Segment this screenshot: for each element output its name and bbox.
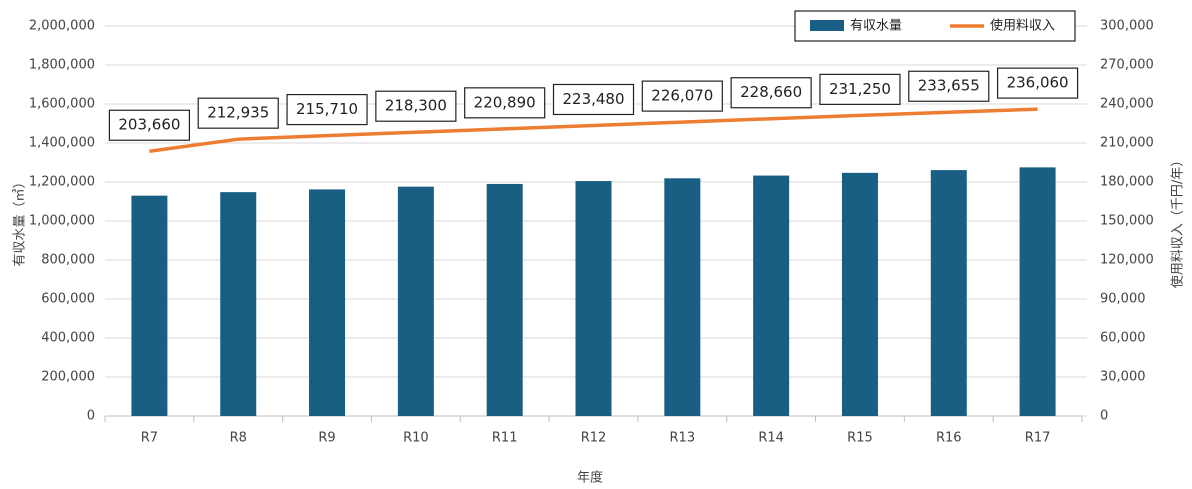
x-tick-label: R11 <box>492 431 518 446</box>
x-tick-label: R14 <box>758 431 784 446</box>
data-label-box <box>464 87 546 119</box>
y-tick-label: 1,800,000 <box>29 58 95 73</box>
y2-tick-label: 0 <box>1100 409 1108 424</box>
y-tick-label: 200,000 <box>41 370 95 385</box>
y-tick-label: 1,200,000 <box>29 175 95 190</box>
x-tick-label: R12 <box>581 431 607 446</box>
data-label-box <box>819 73 901 105</box>
data-label-box <box>552 83 635 116</box>
data-label-box <box>108 109 191 141</box>
data-label-box <box>730 77 812 109</box>
data-label: 203,660 <box>118 116 180 134</box>
data-label: 236,060 <box>1007 74 1069 92</box>
legend-label: 使用料収入 <box>990 18 1055 34</box>
y2-tick-label: 90,000 <box>1100 292 1146 307</box>
y2-tick-label: 150,000 <box>1100 214 1154 229</box>
data-label: 233,655 <box>918 77 980 95</box>
bar <box>131 195 168 416</box>
data-label-box <box>375 90 457 122</box>
y2-tick-label: 180,000 <box>1100 175 1154 190</box>
x-tick-label: R9 <box>318 431 335 446</box>
data-label: 228,660 <box>740 83 802 101</box>
bar <box>486 183 523 416</box>
data-label: 218,300 <box>385 97 447 115</box>
data-label: 215,710 <box>296 100 358 118</box>
data-label-box <box>641 80 723 112</box>
y2-tick-label: 270,000 <box>1100 58 1154 73</box>
line <box>149 107 1038 153</box>
data-label: 226,070 <box>651 87 713 105</box>
data-label: 212,935 <box>207 104 269 122</box>
y2-tick-label: 120,000 <box>1100 253 1154 268</box>
x-tick-label: R17 <box>1025 431 1051 446</box>
y-tick-label: 1,600,000 <box>29 97 95 112</box>
x-tick-label: R8 <box>230 431 247 446</box>
y-tick-label: 1,000,000 <box>29 214 95 229</box>
bar <box>309 189 346 416</box>
x-tick-label: R15 <box>847 431 873 446</box>
bar <box>220 192 257 416</box>
data-label-box <box>286 93 368 126</box>
y-tick-label: 2,000,000 <box>29 19 95 34</box>
bar <box>575 181 612 416</box>
data-label-box <box>908 70 990 102</box>
bar <box>841 172 878 416</box>
data-label: 223,480 <box>562 90 624 108</box>
legend-swatch <box>810 20 844 31</box>
y2-tick-label: 60,000 <box>1100 331 1146 346</box>
bar <box>1019 167 1056 416</box>
y-tick-label: 600,000 <box>41 292 95 307</box>
bar <box>930 170 967 416</box>
y-axis-title: 有収水量（㎥） <box>13 175 28 266</box>
bar <box>397 186 434 416</box>
y2-tick-label: 240,000 <box>1100 97 1154 112</box>
x-tick-label: R16 <box>936 431 962 446</box>
y-tick-label: 400,000 <box>41 331 95 346</box>
y-tick-label: 1,400,000 <box>29 136 95 151</box>
data-label-box <box>197 97 279 129</box>
y-tick-label: 0 <box>87 409 95 424</box>
x-tick-label: R10 <box>403 431 429 446</box>
y2-tick-label: 30,000 <box>1100 370 1146 385</box>
data-label: 220,890 <box>474 93 536 111</box>
bar <box>753 175 790 416</box>
bar <box>664 178 701 416</box>
x-tick-label: R13 <box>670 431 696 446</box>
y2-tick-label: 300,000 <box>1100 19 1154 34</box>
y2-axis-title: 使用料収入（千円/年） <box>1170 154 1186 288</box>
x-tick-label: R7 <box>141 431 158 446</box>
data-label-box <box>996 67 1079 99</box>
data-label: 231,250 <box>829 80 891 98</box>
y2-tick-label: 210,000 <box>1100 136 1154 151</box>
y-tick-label: 800,000 <box>41 253 95 268</box>
x-axis-title: 年度 <box>577 470 603 486</box>
legend-label: 有収水量 <box>850 19 902 34</box>
